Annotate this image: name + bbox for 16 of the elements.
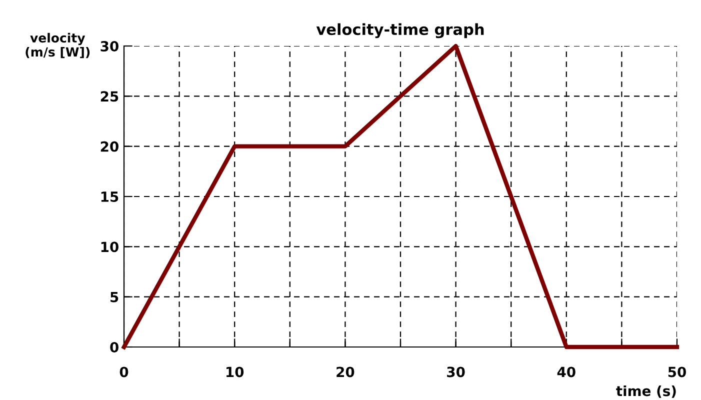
x-tick-label: 0 — [120, 366, 128, 378]
y-axis-title: velocity (m/s [W]) — [26, 32, 90, 58]
x-tick-label: 10 — [226, 366, 244, 378]
x-tick-label: 30 — [447, 366, 465, 378]
y-tick-label: 10 — [101, 242, 118, 252]
y-tick-label: 30 — [100, 40, 118, 52]
x-tick-label: 40 — [557, 366, 576, 378]
y-tick-label: 25 — [100, 91, 118, 102]
y-tick-label: 5 — [110, 292, 118, 302]
x-axis-title: time (s) — [616, 385, 676, 398]
y-tick-label: 0 — [110, 342, 118, 352]
y-tick-label: 15 — [101, 192, 118, 202]
chart-title: velocity-time graph — [316, 23, 484, 38]
x-tick-label: 20 — [336, 366, 354, 378]
y-tick-label: 20 — [100, 141, 118, 152]
x-tick-label: 50 — [668, 366, 686, 378]
